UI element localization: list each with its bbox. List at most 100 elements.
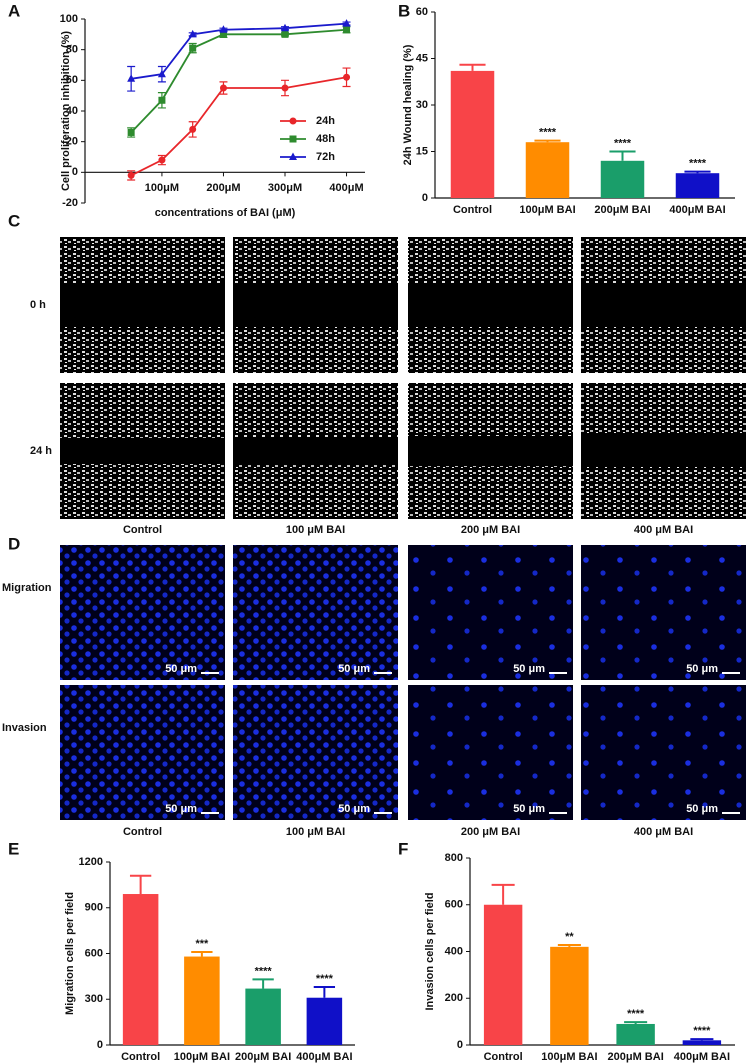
panel-label: A	[8, 1, 20, 20]
y-tick-label: 40	[66, 105, 78, 117]
marker	[188, 29, 197, 38]
y-tick-label: 15	[416, 145, 428, 157]
marker	[127, 171, 135, 179]
significance: ****	[539, 127, 557, 139]
scale-bar-label: 50 μm	[165, 803, 197, 815]
series-line	[130, 28, 347, 134]
x-tick-label: 400μM	[329, 182, 363, 194]
y-tick-label: 100	[60, 13, 78, 25]
x-tick-label: 100μM	[145, 182, 179, 194]
wound-gap	[233, 437, 398, 465]
column-label: 400 μM BAI	[634, 826, 693, 838]
y-tick-label: 20	[66, 136, 78, 148]
column-label: Control	[123, 826, 162, 838]
wound-gap	[408, 283, 573, 327]
wound-gap	[408, 436, 573, 466]
error-bar	[534, 139, 561, 143]
bar	[675, 173, 720, 198]
panel-label: C	[8, 211, 20, 230]
x-tick-label: 300μM	[268, 182, 302, 194]
row-label: 24 h	[30, 445, 52, 457]
scale-bar-label: 50 μm	[686, 803, 718, 815]
marker	[127, 74, 136, 82]
significance: ****	[627, 1008, 645, 1020]
marker	[281, 84, 289, 92]
series-line	[130, 76, 347, 177]
scale-bar-label: 50 μm	[686, 663, 718, 675]
marker	[281, 30, 289, 38]
significance: ****	[614, 137, 632, 149]
series-line	[131, 22, 347, 80]
significance: ****	[689, 158, 707, 170]
marker	[219, 30, 227, 38]
scale-bar-label: 50 μm	[338, 803, 370, 815]
y-tick-label: 200	[445, 992, 463, 1004]
scale-bar-label: 50 μm	[165, 663, 197, 675]
x-tick-label: Control	[121, 1051, 160, 1063]
significance: ***	[195, 938, 209, 950]
panel-label: F	[398, 839, 408, 858]
column-label: 200 μM BAI	[461, 524, 520, 536]
micrograph	[60, 685, 225, 820]
wound-gap	[581, 283, 746, 327]
x-tick-label: 200μM BAI	[235, 1051, 291, 1063]
x-tick-label: 200μM BAI	[594, 204, 650, 216]
y-tick-label: 60	[66, 74, 78, 86]
significance: ****	[693, 1025, 711, 1037]
y-tick-label: 0	[72, 166, 78, 178]
error-bar	[459, 63, 486, 71]
column-label: 200 μM BAI	[461, 826, 520, 838]
micrograph	[581, 545, 746, 680]
micrograph	[581, 685, 746, 820]
marker	[343, 26, 351, 34]
marker	[158, 96, 166, 104]
bar	[184, 956, 220, 1045]
panel-label: E	[8, 839, 19, 858]
marker	[289, 152, 297, 160]
marker	[343, 73, 351, 81]
y-tick-label: 60	[416, 6, 428, 18]
micrograph	[233, 685, 398, 820]
micrograph	[60, 545, 225, 680]
error-bar	[690, 1038, 714, 1041]
marker	[158, 156, 166, 164]
row-label: Invasion	[2, 722, 47, 734]
column-label: 400 μM BAI	[634, 524, 693, 536]
error-bar	[684, 170, 711, 174]
x-tick-label: 100μM BAI	[174, 1051, 230, 1063]
panel-label: D	[8, 534, 20, 553]
marker	[289, 117, 297, 125]
bar	[550, 946, 589, 1045]
significance: ****	[316, 973, 334, 985]
x-tick-label: 400μM BAI	[296, 1051, 352, 1063]
bar	[122, 894, 159, 1045]
y-axis-label: Migration cells per field	[64, 892, 76, 1015]
error-bar	[557, 943, 581, 947]
y-tick-label: 1200	[79, 856, 103, 868]
y-tick-label: 80	[66, 44, 78, 56]
panel-label: B	[398, 1, 410, 20]
bar	[245, 988, 281, 1045]
x-tick-label: 400μM BAI	[674, 1051, 730, 1063]
y-tick-label: -20	[62, 197, 78, 209]
y-tick-label: 600	[85, 947, 103, 959]
wound-gap	[60, 438, 225, 464]
y-tick-label: 400	[445, 945, 463, 957]
marker	[342, 19, 351, 27]
error-bar	[491, 883, 515, 905]
y-tick-label: 0	[457, 1039, 463, 1051]
error-bar	[609, 150, 636, 161]
marker	[189, 44, 197, 52]
error-bar	[191, 950, 213, 957]
marker	[127, 128, 135, 136]
x-tick-label: Control	[453, 204, 492, 216]
y-tick-label: 800	[445, 852, 463, 864]
legend-label: 48h	[316, 133, 335, 145]
y-axis-label: Invasion cells per field	[424, 893, 436, 1011]
error-bar	[313, 986, 336, 998]
y-axis-label: 24h Wound healing (%)	[402, 44, 414, 165]
micrograph	[233, 545, 398, 680]
scale-bar-label: 50 μm	[338, 663, 370, 675]
